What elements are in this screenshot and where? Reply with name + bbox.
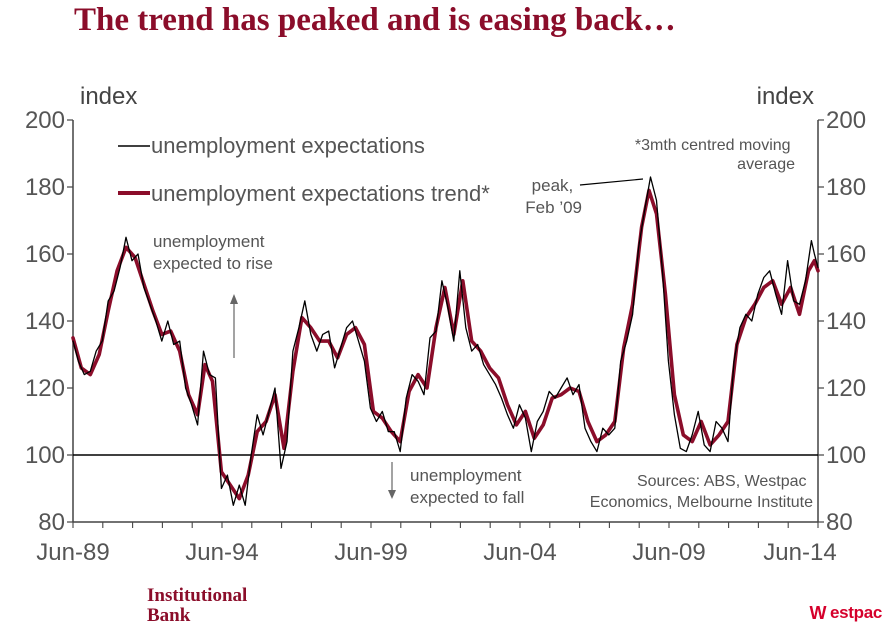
rise-line-1: unemployment	[153, 232, 265, 251]
x-tick-label: Jun-99	[334, 539, 407, 566]
raw-series-line	[72, 176, 819, 506]
left-y-tick-label: 160	[25, 241, 65, 268]
x-ticks: Jun-89 Jun-94 Jun-99 Jun-04 Jun-09 Jun-14	[36, 522, 837, 566]
rise-arrow	[230, 294, 238, 358]
left-y-tick-label: 100	[25, 442, 65, 469]
left-axis-unit-label: index	[80, 83, 137, 110]
series-layer	[71, 176, 820, 506]
note-line-1: *3mth centred moving	[635, 137, 791, 154]
westpac-logo: W estpac	[806, 603, 883, 623]
left-y-ticks: 80 100 120 140 160 180 200	[25, 107, 73, 536]
sources-note: Sources: ABS, Westpac Economics, Melbour…	[590, 473, 813, 511]
rise-annotation: unemployment expected to rise	[153, 232, 273, 273]
right-y-tick-label: 200	[826, 107, 866, 134]
legend: unemployment expectations unemployment e…	[118, 133, 490, 206]
sources-line-1: Sources: ABS, Westpac	[637, 473, 807, 490]
peak-pointer	[579, 178, 644, 186]
slide-title: The trend has peaked and is easing back…	[74, 2, 676, 38]
x-tick-label: Jun-89	[36, 539, 109, 566]
legend-label-trend: unemployment expectations trend*	[151, 181, 490, 206]
right-y-tick-label: 100	[826, 442, 866, 469]
left-y-tick-label: 180	[25, 174, 65, 201]
right-y-tick-label: 140	[826, 308, 866, 335]
westpac-w-icon: W	[810, 605, 827, 621]
note-line-2: average	[737, 156, 795, 173]
svg-text:W: W	[810, 605, 827, 621]
left-y-tick-label: 120	[25, 375, 65, 402]
x-tick-label: Jun-14	[763, 539, 836, 566]
peak-line-2: Feb ’09	[525, 198, 582, 217]
left-y-tick-label: 140	[25, 308, 65, 335]
westpac-wordmark: estpac	[830, 603, 883, 622]
left-y-tick-label: 200	[25, 107, 65, 134]
x-tick-label: Jun-09	[632, 539, 705, 566]
brand-line-2: Bank	[147, 605, 191, 626]
right-y-tick-label: 180	[826, 174, 866, 201]
fall-arrow	[388, 462, 396, 499]
brand-line-1: Institutional	[147, 585, 248, 606]
peak-annotation: peak, Feb ’09	[525, 176, 582, 217]
x-tick-label: Jun-04	[483, 539, 556, 566]
right-y-tick-label: 120	[826, 375, 866, 402]
peak-line-1: peak,	[532, 176, 574, 195]
fall-annotation: unemployment expected to fall	[410, 466, 526, 507]
sources-line-2: Economics, Melbourne Institute	[590, 494, 813, 511]
right-y-tick-label: 160	[826, 241, 866, 268]
legend-label-raw: unemployment expectations	[151, 133, 425, 158]
moving-average-note: *3mth centred moving average	[635, 137, 795, 173]
x-tick-label: Jun-94	[185, 539, 258, 566]
right-y-ticks: 80 100 120 140 160 180 200	[818, 107, 866, 536]
right-y-tick-label: 80	[826, 509, 853, 536]
institutional-bank-logo: Institutional Bank	[147, 586, 247, 626]
fall-line-2: expected to fall	[410, 488, 524, 507]
fall-line-1: unemployment	[410, 466, 522, 485]
left-y-tick-label: 80	[38, 509, 65, 536]
right-axis-unit-label: index	[757, 83, 814, 110]
rise-line-2: expected to rise	[153, 254, 273, 273]
